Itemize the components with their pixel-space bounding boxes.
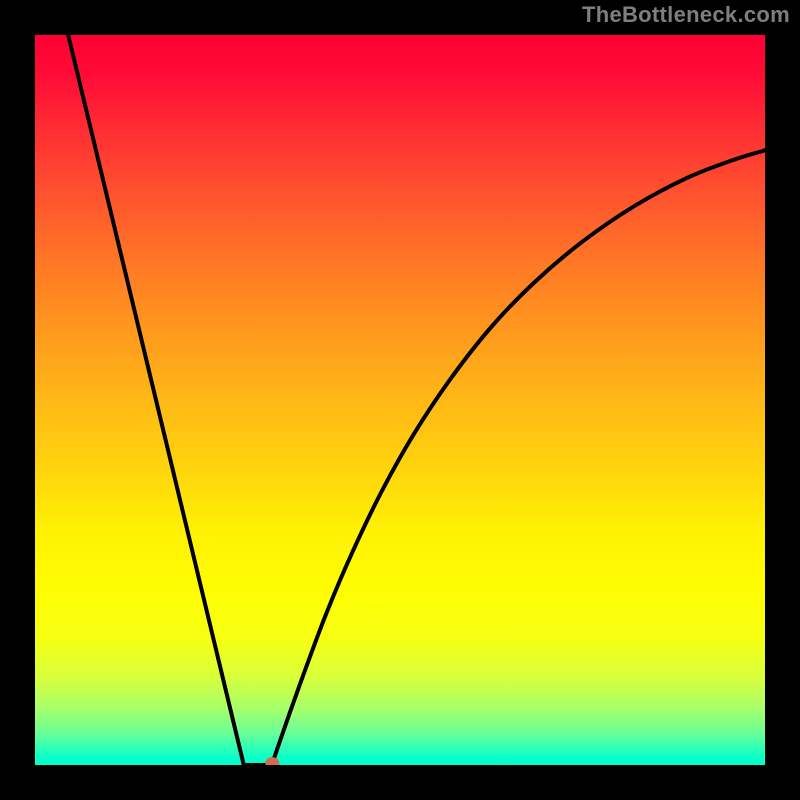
chart-container: TheBottleneck.com [0, 0, 800, 800]
watermark-text: TheBottleneck.com [582, 2, 790, 28]
plot-background [35, 35, 765, 765]
chart-svg [0, 0, 800, 800]
